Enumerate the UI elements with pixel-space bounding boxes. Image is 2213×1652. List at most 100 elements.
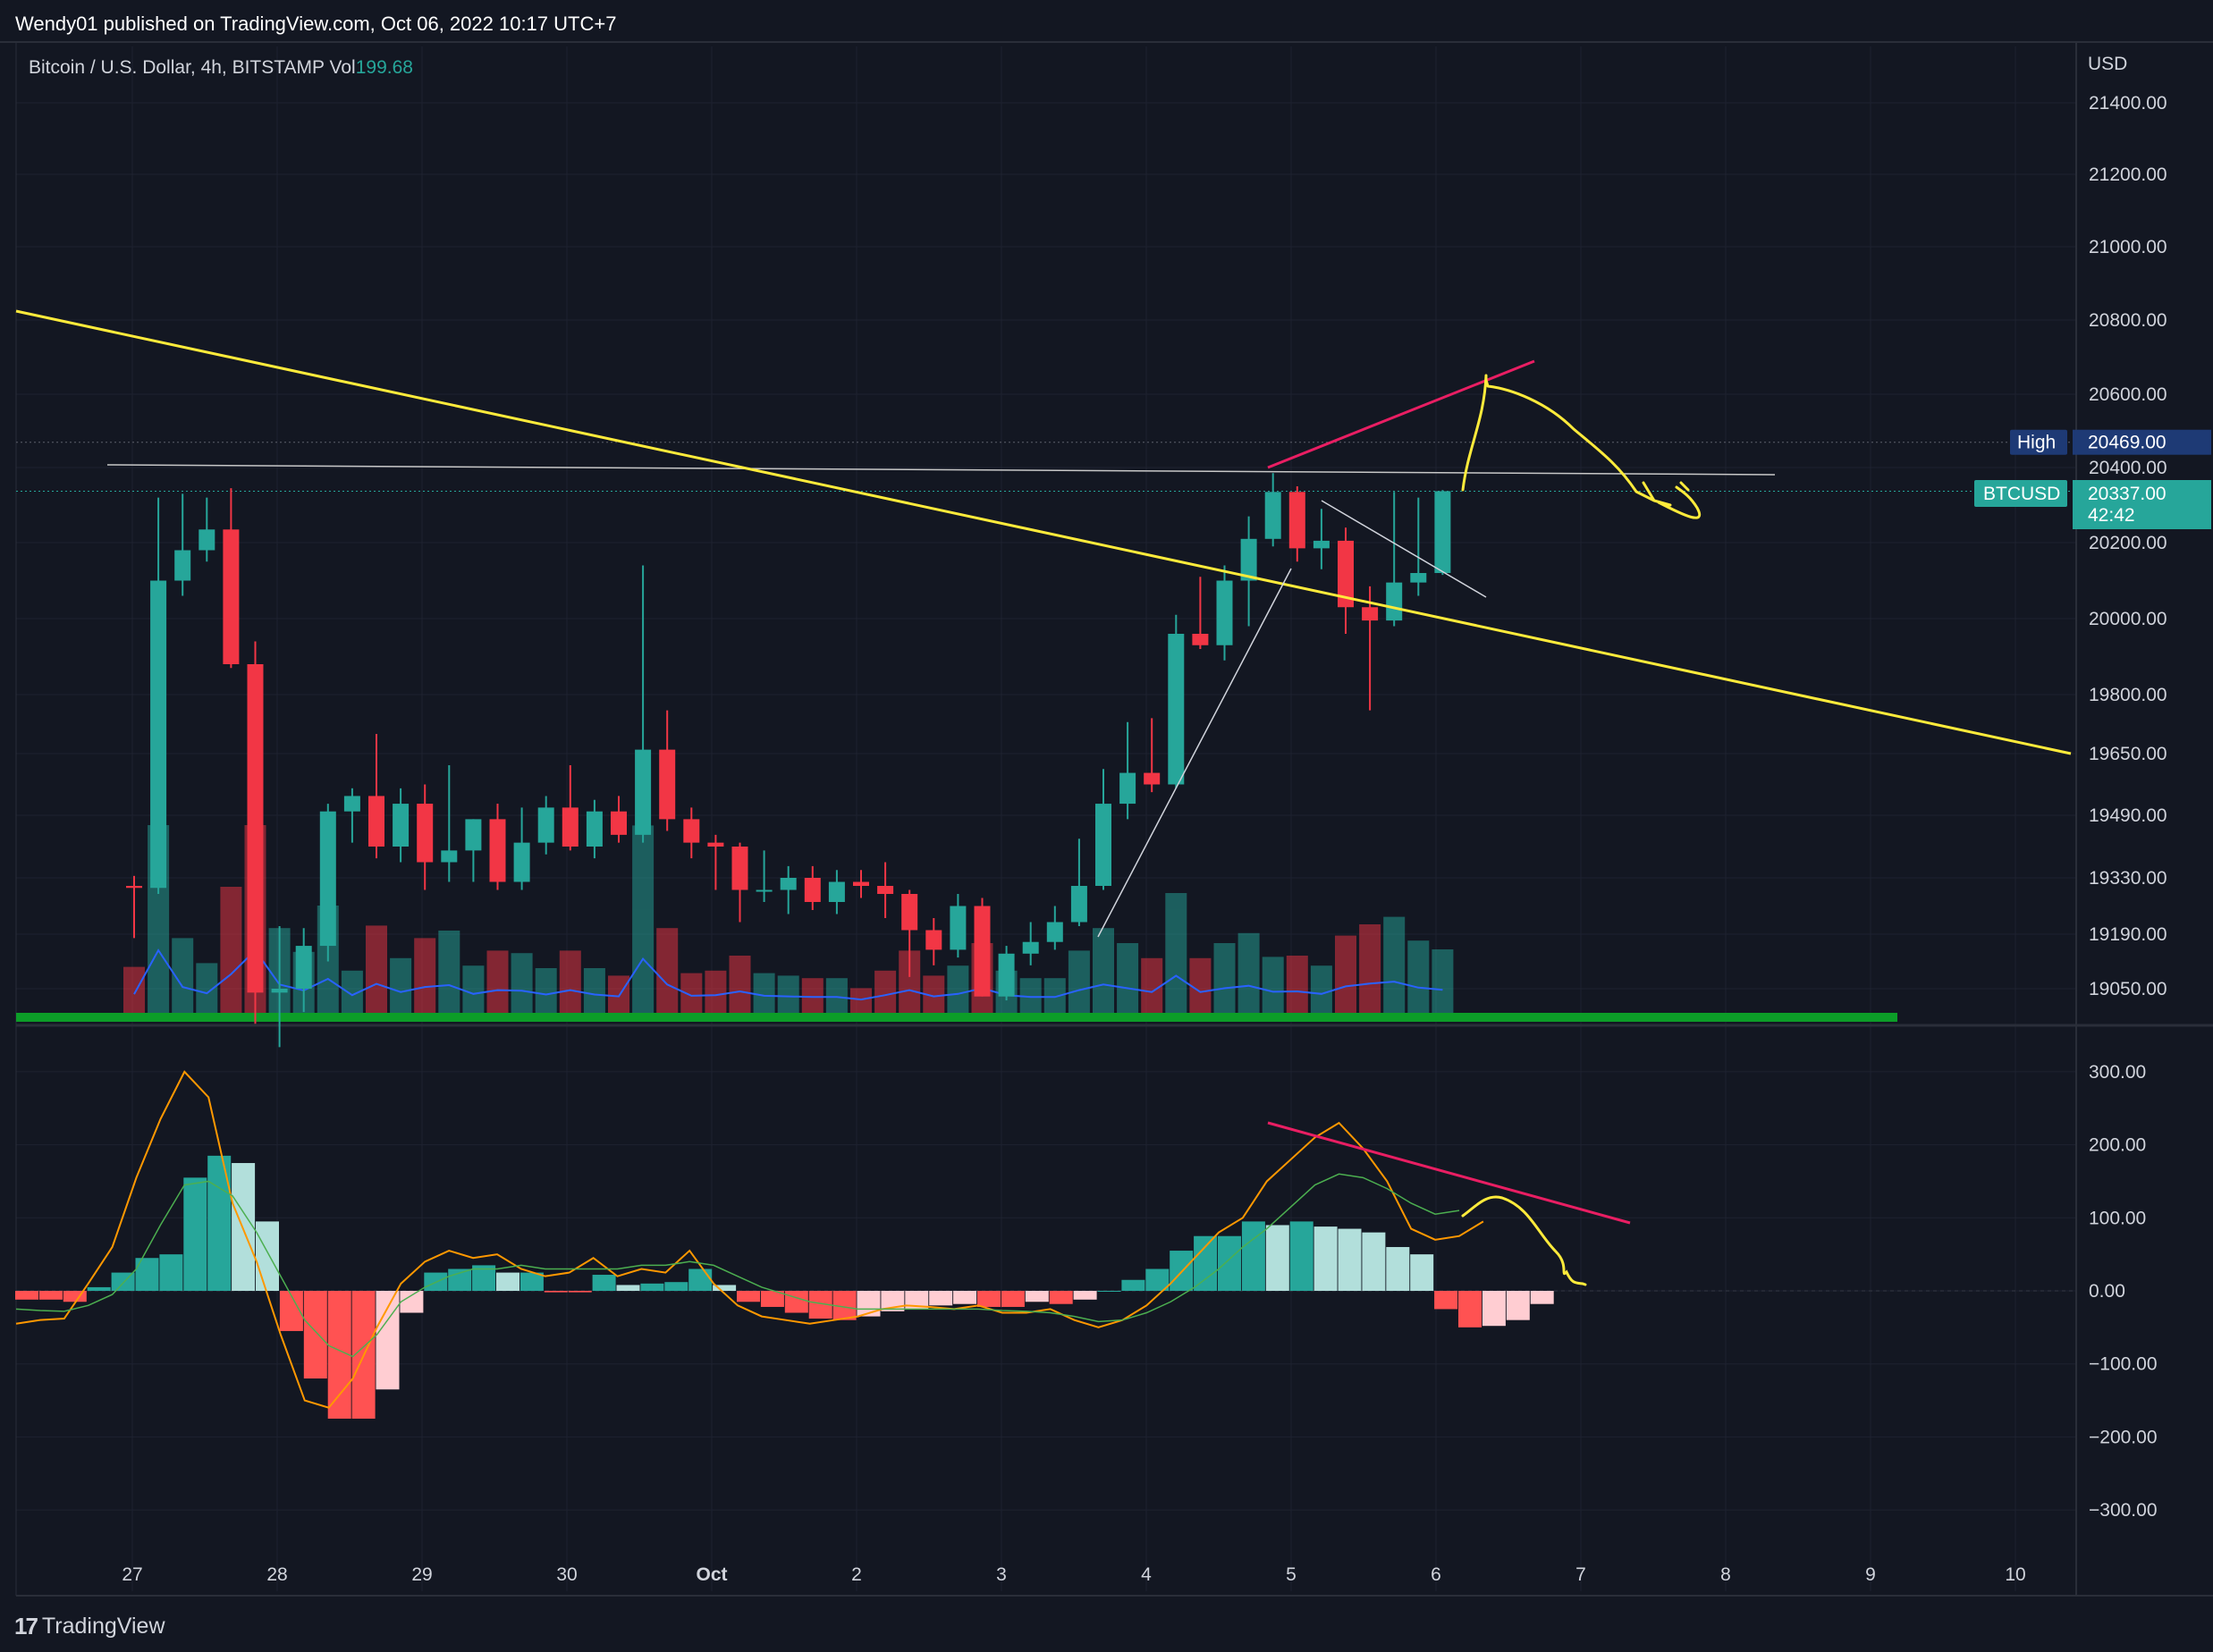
macd-histogram-bar [544,1291,568,1293]
volume-bar [1383,916,1406,1022]
candle-body [417,804,434,863]
candle-body [635,749,652,835]
price-tick-label: 20000.00 [2089,609,2167,629]
candle [319,804,336,962]
candle [513,807,530,890]
tradingview-logo-icon: 17 [14,1613,38,1639]
last-price-countdown: 42:42 [2088,505,2135,526]
price-tick-label: 20400.00 [2089,458,2167,478]
last-price-value: 20337.00 [2088,484,2167,504]
candle-body [1119,772,1136,805]
candle-body [150,580,167,889]
currency-label[interactable]: USD [2088,54,2128,74]
macd-histogram-bar [38,1291,63,1300]
rising-channel-line [1097,568,1292,938]
candle [1434,490,1451,576]
macd-histogram-bar [1313,1226,1338,1291]
time-tick-label: 10 [2005,1564,2025,1585]
macd-tick-label: 300.00 [2089,1062,2146,1083]
candle-body [1095,804,1111,886]
volume-bar [559,950,581,1022]
candle-body [1070,886,1087,923]
time-tick-label: 27 [122,1564,142,1585]
volume-bar [656,928,679,1022]
candle-body [1192,634,1209,645]
candle-body [731,847,748,890]
macd-tick-label: 0.00 [2089,1281,2125,1302]
candle [828,870,845,914]
macd-histogram-bar [1265,1225,1289,1291]
time-tick-label: 6 [1431,1564,1441,1585]
macd-histogram-bar [616,1285,640,1291]
candle [417,784,434,890]
candle-body [780,878,797,890]
macd-histogram-bar [1145,1268,1170,1291]
price-tick-label: 19330.00 [2089,868,2167,889]
candle [295,928,312,1013]
candle [1216,565,1233,661]
macd-histogram-bar [1121,1279,1145,1291]
candle [150,497,167,894]
candle [1362,586,1379,711]
candle [465,819,482,882]
volume-bar [729,956,751,1022]
candle-body [1240,538,1257,581]
macd-histogram-bar [159,1254,183,1291]
macd-histogram-bar [1049,1291,1073,1304]
candle-body [1022,941,1039,954]
macd-histogram-bar [1482,1291,1506,1327]
symbol-description: Bitcoin / U.S. Dollar, 4h, BITSTAMP [29,57,325,78]
candle [925,918,942,965]
candle [1264,473,1281,547]
candle-body [659,749,676,820]
macd-line [15,1070,1484,1409]
candle-body [877,886,894,894]
candle-body [586,811,603,847]
candle [343,788,360,843]
candle-body [393,804,410,847]
macd-histogram-bar [592,1275,616,1291]
candle-body [513,842,530,882]
candle-body [1386,582,1403,621]
candle-body [950,906,967,950]
macd-histogram-bar [737,1291,760,1302]
macd-histogram-bar [1025,1291,1049,1302]
volume-bar [1237,932,1260,1022]
macd-histogram-bar [1097,1291,1121,1292]
candle-body [1338,540,1354,608]
publisher-header: Wendy01 published on TradingView.com, Oc… [15,13,617,35]
candle-body [1313,540,1330,549]
candle-body [828,881,845,902]
volume-bar [1068,950,1090,1022]
candle-body [707,842,724,847]
macd-tick-label: 100.00 [2089,1208,2146,1228]
candle [1119,721,1136,820]
candle [756,850,773,902]
candle [1192,577,1209,649]
candle [635,565,652,843]
volume-bar [632,825,655,1022]
candle [780,865,797,914]
macd-divergence-line [1267,1121,1631,1225]
price-tick-label: 21000.00 [2089,237,2167,257]
volume-bar [1117,943,1139,1022]
candle [853,870,869,898]
price-divergence-line [1267,359,1535,469]
macd-histogram-bar [784,1291,808,1313]
candle [1386,492,1403,627]
high-marker-label-bg [2010,429,2067,455]
falling-channel-line [1321,500,1487,598]
macd-histogram-bar [1001,1291,1025,1307]
candle [198,497,215,562]
macd-histogram-bar [713,1285,737,1291]
candle-body [174,550,191,581]
symbol-legend[interactable]: Bitcoin / U.S. Dollar, 4h, BITSTAMP Vol1… [29,57,413,79]
volume-ma-line [133,948,1443,1001]
macd-signal-line [15,1173,1460,1358]
volume-value: 199.68 [355,57,413,78]
tradingview-logo[interactable]: 17 TradingView [14,1613,165,1640]
candle [1338,527,1354,634]
candle-body [126,886,142,889]
